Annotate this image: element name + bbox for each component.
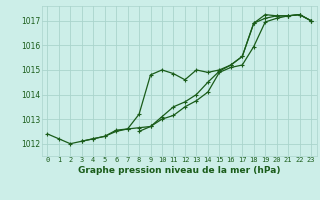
X-axis label: Graphe pression niveau de la mer (hPa): Graphe pression niveau de la mer (hPa) bbox=[78, 166, 280, 175]
